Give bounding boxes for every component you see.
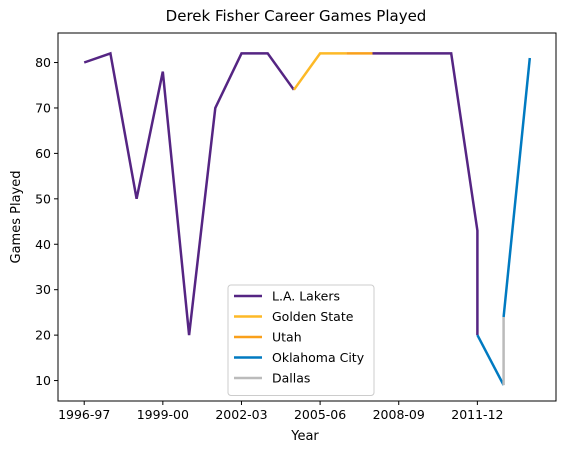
y-tick-label: 10 (35, 373, 51, 388)
chart-title: Derek Fisher Career Games Played (166, 7, 427, 25)
x-axis-label: Year (290, 429, 319, 444)
x-tick-label: 2008-09 (373, 407, 425, 422)
x-tick-label: 1999-00 (137, 407, 189, 422)
y-tick-label: 60 (35, 146, 51, 161)
legend-label: L.A. Lakers (272, 289, 340, 304)
plot-frame (57, 32, 557, 402)
series-line-0 (83, 51, 295, 336)
y-tick-label: 20 (35, 328, 51, 343)
y-axis-label: Games Played (9, 171, 24, 264)
legend-label: Dallas (272, 371, 310, 386)
y-tick-label: 30 (35, 282, 51, 297)
series-line-3 (372, 52, 479, 336)
legend-box (227, 284, 375, 396)
y-tick-label: 50 (35, 191, 51, 206)
x-tick-label: 2005-06 (294, 407, 346, 422)
y-tick-label: 40 (35, 237, 51, 252)
series-layer (83, 51, 532, 386)
x-tick-label: 2002-03 (215, 407, 267, 422)
series-line-4 (476, 334, 505, 386)
legend-label: Oklahoma City (272, 350, 365, 365)
y-tick-label: 70 (35, 100, 51, 115)
x-axis: 1996-97 1999-00 2002-03 2005-06 2008-09 2011-… (58, 401, 503, 422)
series-line-1 (292, 52, 347, 91)
legend-label: Utah (272, 330, 302, 345)
series-line-6 (502, 57, 532, 318)
legend: L.A. Lakers Golden State Utah Oklahoma City… (227, 284, 375, 396)
x-tick-label: 1996-97 (58, 407, 110, 422)
y-tick-label: 80 (35, 55, 51, 70)
x-tick-label: 2011-12 (451, 407, 503, 422)
y-axis: 10 20 30 40 50 60 70 80 (35, 55, 58, 388)
legend-label: Golden State (272, 309, 354, 324)
